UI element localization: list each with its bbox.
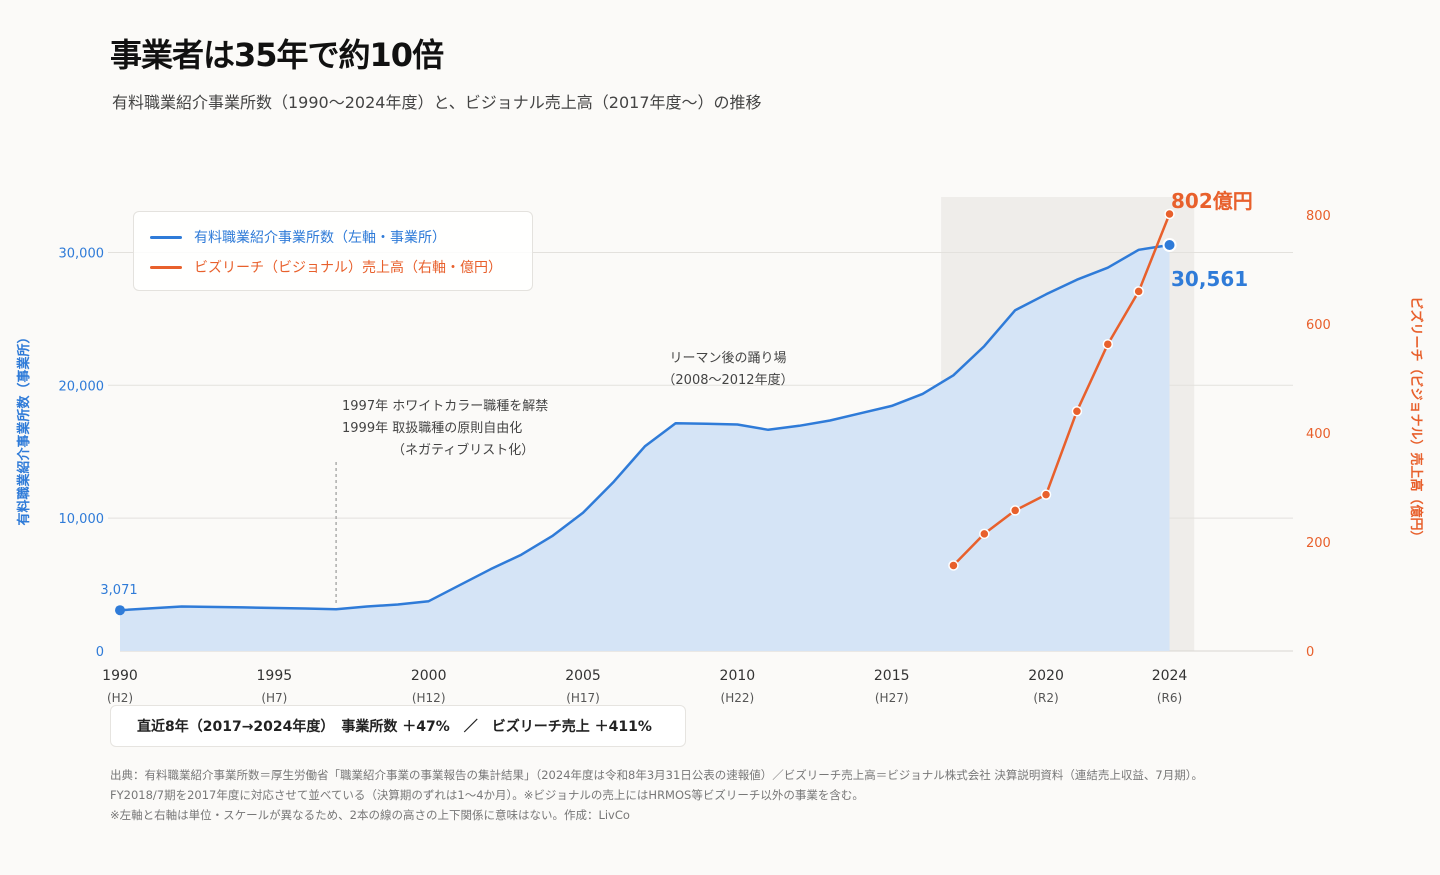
page-title: 事業者は35年で約10倍 [110,36,444,74]
source-line-2: FY2018/7期を2017年度に対応させて並べている（決算期のずれは1〜4か月… [110,788,864,802]
legend-label-offices: 有料職業紹介事業所数（左軸・事業所） [194,230,446,246]
x-tick-era-label: (H27) [875,691,909,705]
revenue-point [1040,489,1052,500]
revenue-point [979,528,990,540]
revenue-line [952,213,1171,567]
source-line-1: 出典：有料職業紹介事業所数＝厚生労働省「職業紹介事業の事業報告の集計結果」（20… [110,768,1203,782]
x-tick-era-label: (H12) [412,691,446,705]
annotation-policy-line-1: 1997年 ホワイトカラー職種を解禁 [342,398,548,414]
x-tick-label: 1990 [102,668,138,684]
annotation-policy-line-3: （ネガティブリスト化） [392,442,534,458]
x-tick-label: 2015 [874,668,910,684]
first-value-label: 3,071 [100,583,137,598]
x-tick-era-label: (H2) [107,691,133,705]
left-tick-label: 20,000 [59,379,105,394]
offices-point-last [1162,237,1177,252]
legend-label-revenue: ビズリーチ（ビジョナル）売上高（右軸・億円） [194,260,502,276]
legend-swatch-offices [150,235,182,239]
right-tick-label: 800 [1306,209,1331,224]
x-tick-era-label: (R2) [1033,691,1058,705]
x-tick-era-label: (H17) [566,691,600,705]
x-tick-era-label: (H7) [261,691,287,705]
x-tick-label: 1995 [257,668,293,684]
chart-legend: 有料職業紹介事業所数（左軸・事業所） ビズリーチ（ビジョナル）売上高（右軸・億円… [133,211,533,291]
x-tick-label: 2010 [720,668,756,684]
offices-point-first [115,605,125,616]
last-revenue-value-label: 802億円 [1171,189,1253,213]
revenue-point [1009,505,1021,516]
revenue-point [1164,208,1175,220]
annotation-plateau-line-1: リーマン後の踊り場 [669,351,786,366]
x-tick-era-label: (R6) [1157,691,1182,705]
source-notes: 出典：有料職業紹介事業所数＝厚生労働省「職業紹介事業の事業報告の集計結果」（20… [110,765,1203,825]
legend-item-revenue: ビズリーチ（ビジョナル）売上高（右軸・億円） [150,252,532,282]
right-tick-label: 400 [1306,427,1331,442]
summary-box: 直近8年（2017→2024年度） 事業所数 ＋47% ／ ビズリーチ売上 ＋4… [110,705,686,747]
revenue-point [1071,405,1083,417]
offices-line [119,243,1170,612]
x-tick-era-label: (H22) [721,691,755,705]
dual-axis-line-chart: 1997年 ホワイトカラー職種を解禁 1999年 取扱職種の原則自由化 （ネガティブ… [16,189,1424,705]
left-tick-label: 10,000 [59,512,105,527]
right-tick-label: 600 [1306,318,1331,333]
annotation-plateau-line-2: （2008〜2012年度） [662,372,793,388]
summary-text: 直近8年（2017→2024年度） 事業所数 ＋47% ／ ビズリーチ売上 ＋4… [137,719,652,735]
legend-swatch-revenue [150,265,182,269]
left-tick-label: 0 [96,645,104,660]
right-axis-title: ビズリーチ（ビジョナル）売上高（億円） [1408,296,1424,543]
right-tick-label: 200 [1306,536,1331,551]
revenue-point [948,560,959,571]
last-offices-value-label: 30,561 [1171,267,1248,291]
x-tick-label: 2000 [411,668,447,684]
revenue-point [1133,286,1144,297]
left-axis-title: 有料職業紹介事業所数（事業所） [16,330,32,525]
annotation-policy-line-2: 1999年 取扱職種の原則自由化 [342,420,522,436]
legend-item-offices: 有料職業紹介事業所数（左軸・事業所） [150,222,532,252]
x-tick-label: 2020 [1028,668,1064,684]
x-tick-label: 2024 [1152,668,1188,684]
x-tick-label: 2005 [565,668,601,684]
right-tick-label: 0 [1306,645,1314,660]
source-line-3: ※左軸と右軸は単位・スケールが異なるため、2本の線の高さの上下関係に意味はない。… [110,808,630,822]
left-tick-label: 30,000 [59,246,105,261]
page-subtitle: 有料職業紹介事業所数（1990〜2024年度）と、ビジョナル売上高（2017年度… [112,93,762,112]
revenue-point [1102,338,1114,350]
